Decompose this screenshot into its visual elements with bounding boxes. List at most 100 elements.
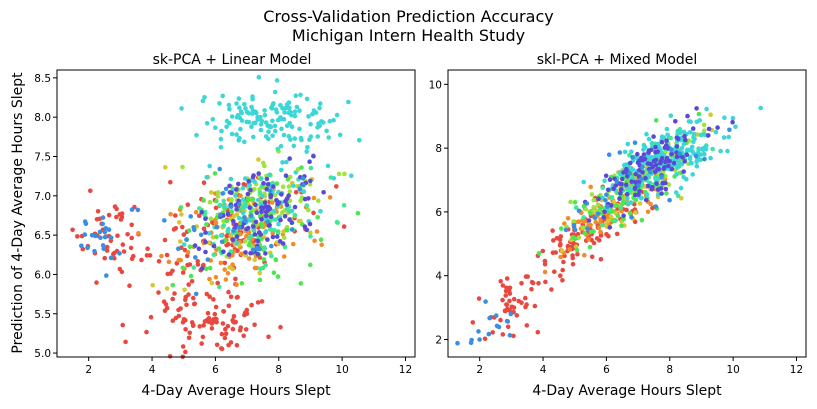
left-scatter-point [222, 267, 227, 272]
right-scatter-point [664, 191, 669, 196]
left-scatter-point [225, 323, 231, 329]
left-scatter-point [307, 182, 313, 187]
right-scatter-point [679, 196, 684, 201]
right-scatter-point [559, 248, 565, 253]
left-scatter-point [256, 171, 262, 176]
right-scatter-point [581, 219, 587, 224]
left-scatter-point [220, 191, 225, 196]
left-scatter-point [251, 134, 256, 140]
left-scatter-point [221, 198, 226, 204]
right-scatter-point [653, 149, 658, 155]
right-scatter-point [659, 174, 664, 179]
left-scatter-point [226, 289, 231, 295]
left-scatter-point [272, 89, 278, 95]
left-scatter-point [287, 120, 293, 126]
left-scatter-point [305, 145, 310, 150]
right-scatter-point [525, 274, 530, 279]
left-scatter-point [241, 197, 246, 202]
left-scatter-point [199, 341, 204, 346]
left-scatter-point [230, 237, 236, 243]
left-scatter-point [215, 280, 220, 286]
right-scatter-point [600, 185, 605, 191]
left-scatter-point [268, 124, 274, 130]
left-scatter-point [314, 229, 320, 234]
right-y-tick-label: 4 [435, 271, 442, 283]
right-scatter-point [691, 131, 697, 137]
right-scatter-point [620, 176, 625, 182]
left-scatter-point [279, 192, 284, 197]
left-scatter-point [226, 102, 232, 108]
right-scatter-point [476, 329, 481, 334]
left-scatter-point [214, 198, 219, 204]
left-scatter-point [311, 195, 317, 201]
left-scatter-point [70, 227, 75, 233]
left-scatter-point [262, 200, 268, 205]
left-scatter-point [106, 227, 112, 232]
right-scatter-point [629, 214, 634, 220]
left-scatter-point [159, 253, 164, 259]
right-scatter-point [693, 153, 699, 159]
left-scatter-point [269, 253, 274, 259]
right-scatter-point [726, 134, 731, 140]
right-scatter-point [507, 333, 513, 338]
left-scatter-point [225, 271, 231, 276]
left-scatter-point [185, 253, 190, 259]
left-scatter-point [291, 143, 297, 149]
left-scatter-point [188, 214, 193, 219]
right-scatter-point [602, 209, 607, 215]
left-scatter-point [225, 211, 231, 217]
right-x-tick-label: 2 [476, 364, 483, 376]
left-scatter-point [176, 313, 182, 319]
right-scatter-point [651, 134, 656, 139]
left-scatter-point [267, 188, 273, 193]
left-scatter-point [292, 212, 298, 218]
left-scatter-point [243, 176, 248, 181]
left-scatter-point [289, 208, 295, 214]
left-scatter-point [196, 246, 202, 251]
left-scatter-point [281, 235, 287, 240]
left-scatter-point [221, 309, 227, 314]
left-x-tick-label: 6 [212, 364, 219, 376]
left-scatter-point [257, 190, 263, 195]
left-scatter-point [285, 177, 291, 182]
left-scatter-point [201, 323, 206, 328]
left-scatter-point [180, 270, 186, 275]
left-scatter-point [203, 249, 208, 255]
left-scatter-point [262, 246, 268, 251]
right-scatter-point [645, 209, 651, 215]
right-scatter-point [542, 269, 548, 275]
right-scatter-point [618, 187, 624, 192]
right-scatter-point [715, 125, 720, 130]
left-scatter-point [289, 124, 295, 130]
left-scatter-point [292, 204, 298, 210]
right-scatter-point [645, 183, 651, 189]
right-scatter-point [576, 208, 582, 214]
left-x-tick-label: 2 [85, 364, 92, 376]
left-scatter-point [214, 342, 220, 348]
left-scatter-point [187, 330, 192, 336]
left-scatter-point [187, 244, 193, 249]
right-scatter-point [570, 255, 575, 261]
left-scatter-point [302, 224, 308, 229]
left-scatter-point [170, 282, 176, 288]
left-scatter-point [221, 223, 227, 228]
left-scatter-point [161, 299, 167, 305]
left-scatter-point [180, 265, 186, 271]
left-scatter-point [293, 190, 299, 195]
left-x-axis-label: 4-Day Average Hours Slept [141, 383, 331, 399]
right-scatter-point [662, 165, 667, 170]
left-scatter-point [286, 133, 292, 139]
right-y-tick-label: 2 [435, 334, 442, 346]
left-scatter-point [218, 233, 224, 238]
left-scatter-point [273, 257, 279, 262]
left-scatter-point [233, 193, 238, 198]
left-scatter-point [256, 74, 262, 80]
left-scatter-point [150, 282, 155, 288]
left-y-tick-label: 7.5 [34, 151, 51, 163]
right-scatter-point [653, 118, 659, 123]
left-scatter-point [263, 228, 269, 234]
left-scatter-point [272, 228, 277, 233]
right-scatter-point [624, 182, 629, 188]
left-scatter-point [234, 132, 239, 137]
